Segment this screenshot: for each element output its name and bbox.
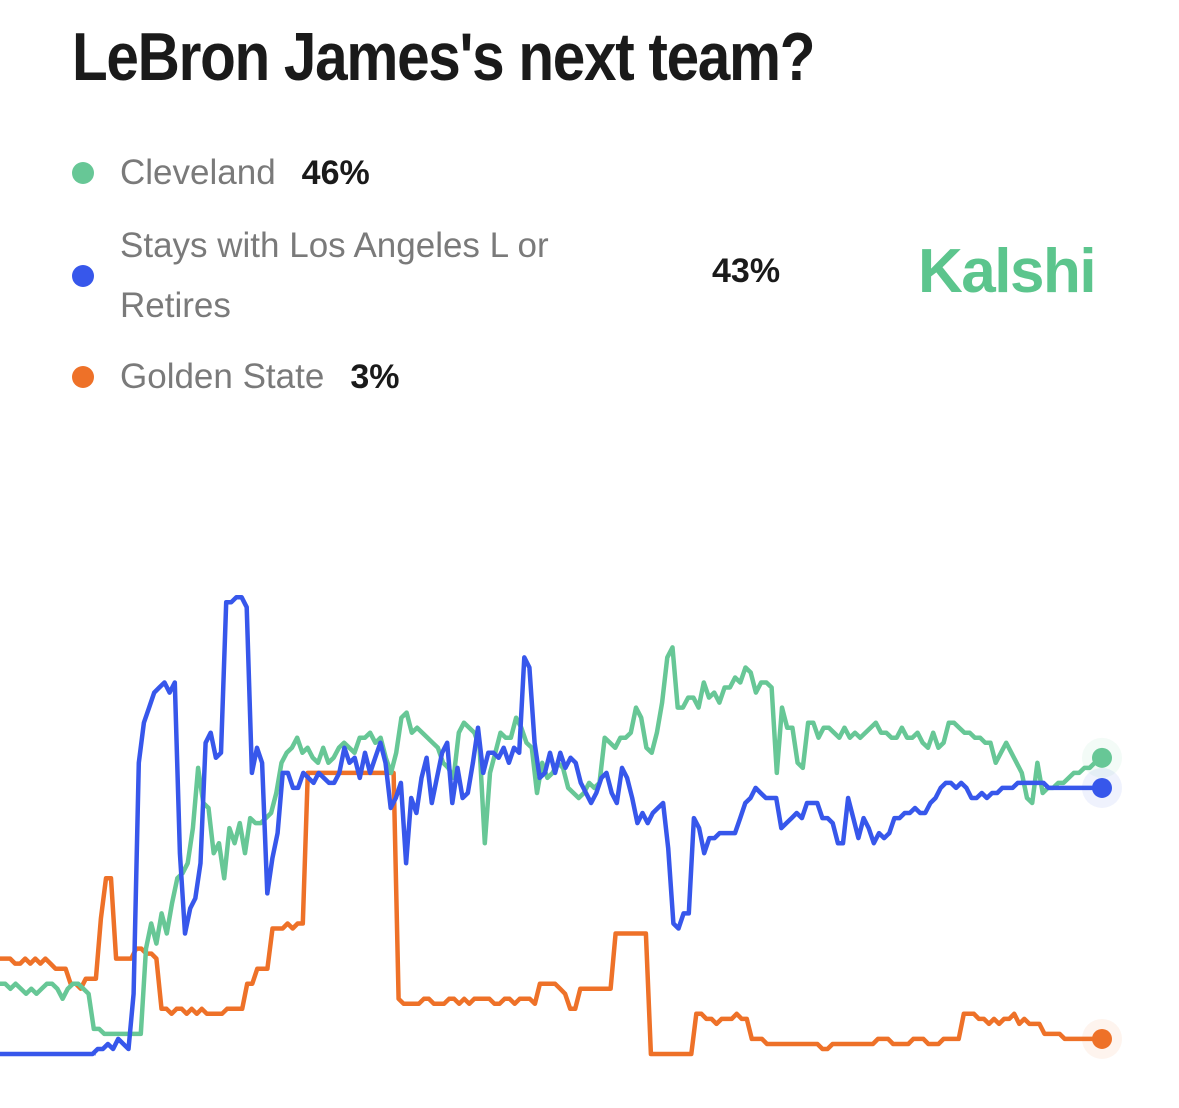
legend-label-cleveland: Cleveland [120,153,276,192]
legend-item-cleveland: Cleveland 46% [72,143,370,203]
series-line-golden-state [0,770,1103,1057]
kalshi-logo: Kalshi [918,237,1097,306]
series-layer [0,594,1122,1059]
series-line-cleveland [0,645,1103,1037]
page-title: LeBron James's next team? [72,19,815,95]
legend-dot-lakers [72,265,94,287]
endpoint-marker [1092,747,1112,768]
endpoint-marker [1092,1028,1112,1049]
legend-label-lakers: Stays with Los Angeles L or Retires [120,226,549,325]
endpoint-marker [1092,777,1112,798]
legend-dot-cleveland [72,162,94,184]
legend-item-golden-state: Golden State 3% [72,347,399,407]
legend-value-cleveland: 46% [301,153,370,192]
series-line-stays-with-los-angeles-l-or-retires [0,594,1103,1057]
legend-value-lakers: 43% [712,252,781,290]
legend-value-golden-state: 3% [350,357,400,396]
legend-dot-golden-state [72,366,94,388]
legend-label-golden-state: Golden State [120,357,325,396]
